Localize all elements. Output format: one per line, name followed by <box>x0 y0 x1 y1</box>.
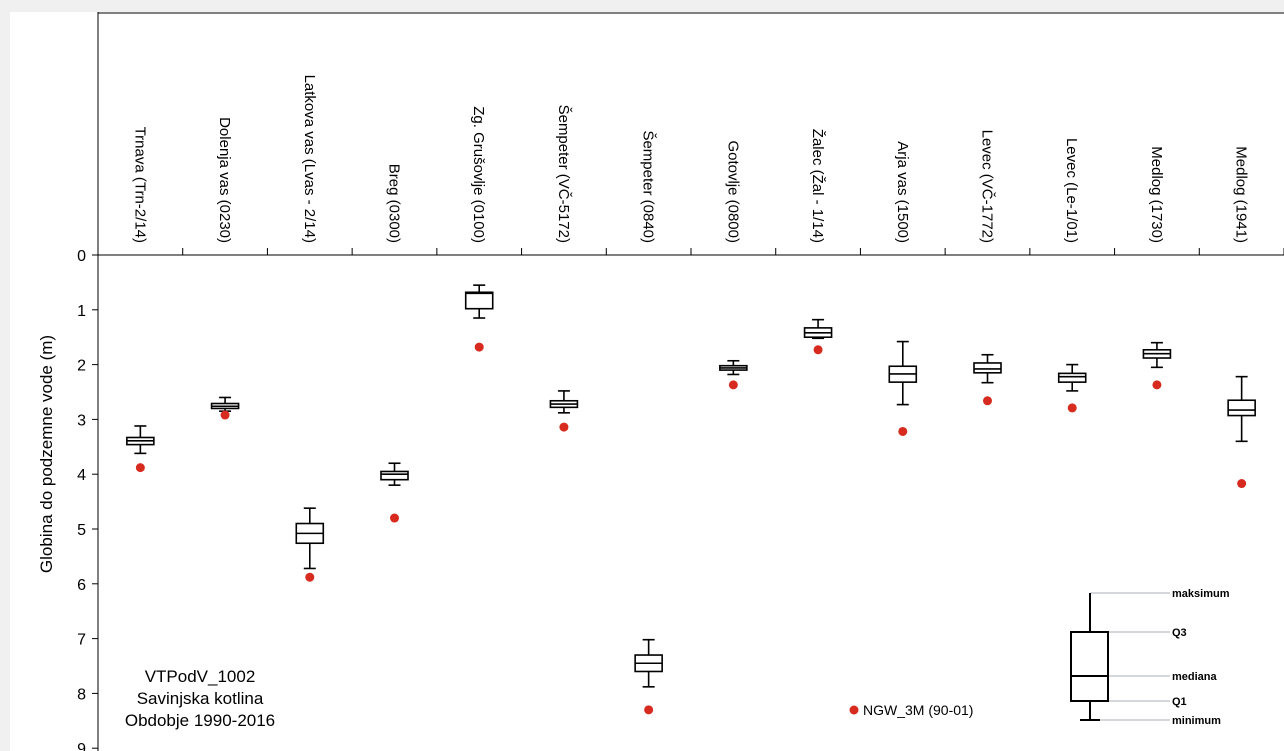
category-label: Arja vas (1500) <box>894 141 911 243</box>
annotation-line: Obdobje 1990-2016 <box>125 711 275 730</box>
reference-point <box>644 705 654 715</box>
category-label: Levec (VČ-1772) <box>979 130 996 243</box>
iqr-box <box>1057 372 1087 383</box>
box-plot <box>210 396 240 412</box>
y-axis: 0 1 2 3 4 5 6 7 8 9 <box>77 248 98 751</box>
reference-point <box>1152 380 1162 390</box>
category-label: Trnava (Trn-2/14) <box>131 127 148 243</box>
box-plot <box>719 359 748 376</box>
category-label: Medlog (1730) <box>1148 146 1165 243</box>
box-plot <box>464 284 494 319</box>
y-tick-label: 0 <box>77 248 86 265</box>
reference-point <box>135 463 145 473</box>
iqr-box <box>1227 399 1256 417</box>
reference-point <box>898 426 908 436</box>
reference-point <box>390 513 399 523</box>
box-plot <box>973 353 1002 384</box>
annotation-block: VTPodV_1002 Savinjska kotlina Obdobje 19… <box>125 667 275 730</box>
annotation-line: Savinjska kotlina <box>137 689 264 708</box>
category-labels: Trnava (Trn-2/14) Dolenja vas (0230) Latko… <box>97 75 1284 255</box>
category-label: Šempeter (0840) <box>640 130 657 243</box>
reference-point <box>983 396 992 406</box>
reference-point <box>305 572 315 582</box>
legend: NGW_3M (90-01) <box>849 702 973 718</box>
iqr-box <box>464 291 494 310</box>
chart-frame: Trnava (Trn-2/14) Dolenja vas (0230) Latko… <box>10 12 1284 751</box>
key-label-q1: Q1 <box>1172 696 1187 708</box>
reference-point <box>220 410 230 420</box>
y-tick-label: 5 <box>77 522 86 539</box>
legend-marker <box>849 705 859 715</box>
key-label-median: mediana <box>1172 671 1218 683</box>
y-tick-label: 1 <box>77 303 86 320</box>
box-plot <box>295 507 325 570</box>
box-series <box>126 284 1256 688</box>
box-plot <box>1227 375 1256 443</box>
y-tick-label: 4 <box>77 467 86 484</box>
category-label: Levec (Le-1/01) <box>1063 138 1080 243</box>
category-label: Gotovlje (0800) <box>724 140 741 243</box>
category-label: Dolenja vas (0230) <box>216 117 233 243</box>
reference-point <box>813 345 823 355</box>
box-plot <box>549 390 579 414</box>
annotation-line: VTPodV_1002 <box>145 667 256 686</box>
iqr-box <box>380 470 409 481</box>
box-plot <box>1142 341 1172 369</box>
box-plot <box>888 340 918 406</box>
key-label-maximum: maksimum <box>1172 588 1230 600</box>
box-plot <box>126 425 155 455</box>
key-label-minimum: minimum <box>1172 715 1221 727</box>
reference-points <box>135 342 1247 715</box>
key-label-q3: Q3 <box>1172 627 1187 639</box>
reference-point <box>1067 403 1077 413</box>
reference-point <box>474 342 484 352</box>
y-axis-title: Globina do podzemne vode (m) <box>37 335 56 573</box>
category-label: Medlog (1941) <box>1233 146 1250 243</box>
category-label: Šempeter (VČ-5172) <box>555 105 572 243</box>
legend-label: NGW_3M (90-01) <box>863 702 973 718</box>
boxplot-key: maksimum Q3 mediana Q1 minimum <box>1070 588 1230 727</box>
reference-point <box>1237 479 1247 489</box>
category-label: Latkova vas (Lvas - 2/14) <box>301 75 318 243</box>
category-label: Breg (0300) <box>386 164 403 243</box>
y-tick-label: 8 <box>77 686 86 703</box>
y-tick-label: 2 <box>77 358 86 375</box>
box-plot <box>803 318 833 340</box>
category-label: Zg. Grušovlje (0100) <box>470 106 487 243</box>
boxplot-chart: Trnava (Trn-2/14) Dolenja vas (0230) Latko… <box>37 12 1284 751</box>
reference-point <box>559 422 569 432</box>
box-plot <box>1057 363 1087 392</box>
y-tick-label: 7 <box>77 632 86 649</box>
y-tick-label: 6 <box>77 577 86 594</box>
box-plot <box>634 638 663 688</box>
box-plot <box>380 462 409 486</box>
reference-point <box>728 380 738 390</box>
y-tick-label: 9 <box>77 741 86 751</box>
category-label: Žalec (Žal - 1/14) <box>809 129 826 243</box>
iqr-box <box>973 362 1002 374</box>
y-tick-label: 3 <box>77 412 86 429</box>
